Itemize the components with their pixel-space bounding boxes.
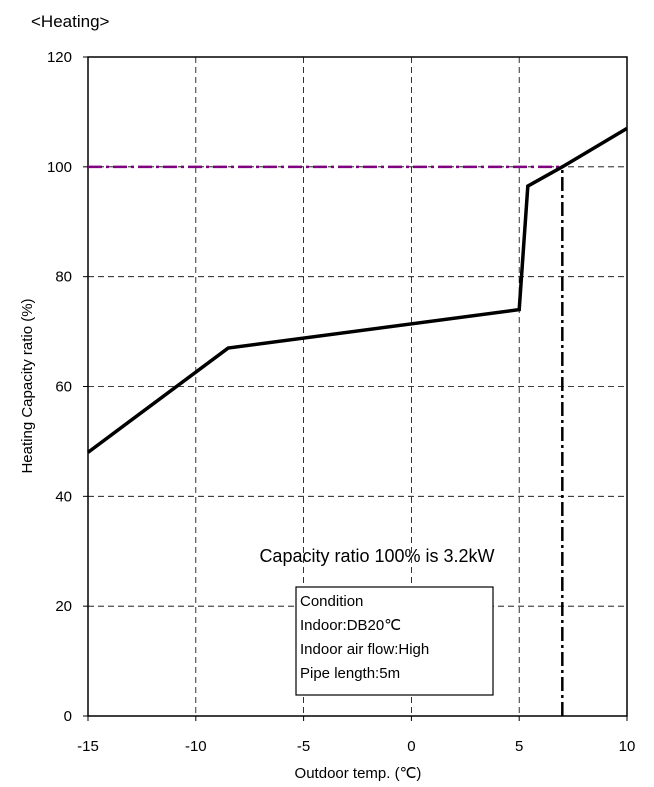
y-tick-label: 100 <box>47 159 72 176</box>
reference-lines <box>88 165 564 716</box>
x-tick-label: -5 <box>297 738 310 755</box>
x-tick-label: -10 <box>185 738 207 755</box>
capacity-note: Capacity ratio 100% is 3.2kW <box>259 546 494 566</box>
y-axis-title: Heating Capacity ratio (%) <box>19 298 36 473</box>
y-tick-label: 120 <box>47 49 72 66</box>
condition-indoor-temp: Indoor:DB20℃ <box>300 617 401 634</box>
y-tick-label: 0 <box>64 708 72 725</box>
heating-capacity-line <box>86 126 628 454</box>
condition-title: Condition <box>300 593 363 610</box>
condition-box <box>295 586 494 696</box>
x-axis-title: Outdoor temp. (℃) <box>295 765 422 782</box>
x-tick-label: -15 <box>77 738 99 755</box>
x-tick-label: 5 <box>515 738 523 755</box>
y-tick-label: 40 <box>55 488 72 505</box>
series-group <box>86 126 628 454</box>
condition-pipe-length: Pipe length:5m <box>300 665 400 682</box>
y-tick-label: 20 <box>55 598 72 615</box>
y-tick-label: 80 <box>55 269 72 286</box>
chart-title: <Heating> <box>31 12 110 31</box>
y-tick-label: 60 <box>55 379 72 396</box>
x-tick-label: 10 <box>619 738 636 755</box>
x-tick-label: 0 <box>407 738 415 755</box>
condition-air-flow: Indoor air flow:High <box>300 641 429 658</box>
